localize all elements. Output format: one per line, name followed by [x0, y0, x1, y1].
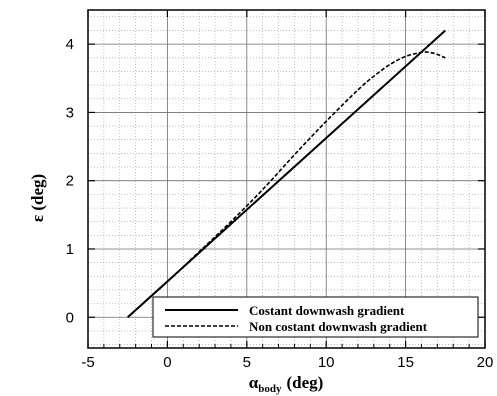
series-line-constant	[127, 29, 446, 319]
x-axis-unit: (deg)	[286, 373, 323, 392]
y-tick-label: 4	[66, 36, 74, 53]
axis-ticks	[87, 10, 486, 348]
x-tick-label: 0	[163, 354, 171, 371]
y-axis-title: ε (deg)	[28, 174, 47, 222]
series-layer	[127, 29, 446, 319]
legend-box	[152, 296, 479, 338]
y-tick-label: 0	[66, 309, 74, 326]
legend-label-non-constant: Non costant downwash gradient	[249, 319, 428, 334]
x-axis-title: αbody (deg)	[249, 373, 324, 395]
x-axis-subscript: body	[258, 383, 282, 395]
plot-frame	[87, 9, 486, 349]
x-axis-symbol: α	[249, 373, 259, 392]
x-tick-label: 5	[243, 354, 251, 371]
legend: Costant downwash gradient Non costant do…	[152, 296, 479, 338]
y-tick-label: 2	[66, 173, 74, 190]
x-tick-label: 20	[477, 354, 494, 371]
legend-label-constant: Costant downwash gradient	[249, 303, 405, 318]
tick-labels: -5 0 5 10 15 20 0 1 2 3 4	[66, 36, 494, 371]
y-tick-label: 1	[66, 241, 74, 258]
series-line-non-constant	[127, 51, 446, 318]
x-tick-label: 10	[318, 354, 335, 371]
x-tick-label: 15	[397, 354, 414, 371]
y-tick-label: 3	[66, 104, 74, 121]
x-tick-label: -5	[81, 354, 94, 371]
